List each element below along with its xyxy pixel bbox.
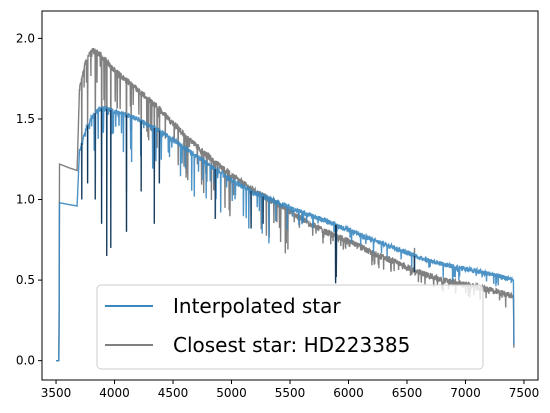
y-tick-label: 0.5 (16, 273, 35, 287)
legend-label-closest: Closest star: HD223385 (173, 333, 410, 357)
x-tick-label: 4500 (158, 386, 189, 400)
x-tick-label: 7000 (450, 386, 481, 400)
legend-label-interpolated: Interpolated star (173, 294, 341, 318)
x-tick-label: 3500 (41, 386, 72, 400)
y-tick-label: 1.5 (16, 112, 35, 126)
x-tick-label: 5000 (216, 386, 247, 400)
interpolated-star-line (56, 105, 515, 362)
series-layer (56, 47, 515, 362)
x-tick-label: 6000 (333, 386, 364, 400)
y-tick-label: 2.0 (16, 31, 35, 45)
overlap-absorption-cores (81, 108, 415, 284)
y-tick-label: 0.0 (16, 354, 35, 368)
x-tick-label: 4000 (99, 386, 130, 400)
legend: Interpolated star Closest star: HD223385 (96, 284, 484, 370)
y-tick-label: 1.0 (16, 193, 35, 207)
x-tick-label: 7500 (509, 386, 540, 400)
closest-star-line (56, 47, 515, 362)
legend-box (96, 284, 484, 370)
ticks-layer: 3500 4000 4500 5000 5500 6000 6500 7000 7500 0.0 0… (16, 31, 539, 400)
x-tick-label: 5500 (275, 386, 306, 400)
x-tick-label: 6500 (392, 386, 423, 400)
